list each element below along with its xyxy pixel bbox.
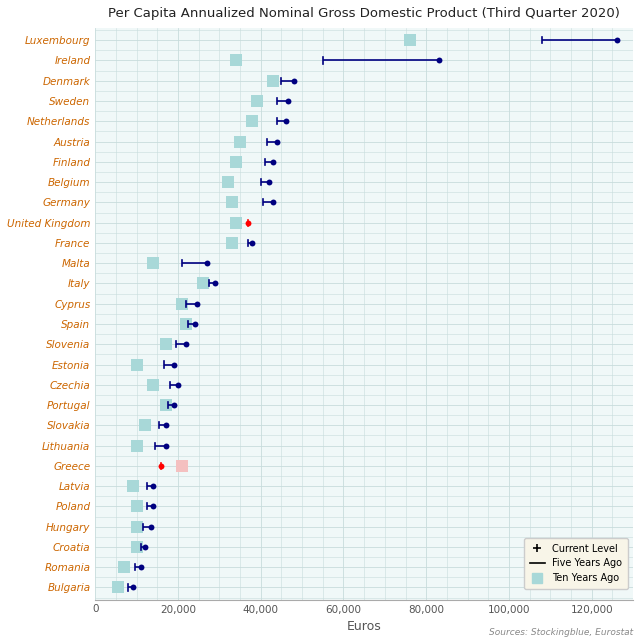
Point <box>113 582 123 593</box>
Point <box>282 96 292 106</box>
Point <box>156 461 166 471</box>
Point <box>161 440 171 451</box>
Title: Per Capita Annualized Nominal Gross Domestic Product (Third Quarter 2020): Per Capita Annualized Nominal Gross Dome… <box>108 7 620 20</box>
Point <box>181 339 191 349</box>
Point <box>252 96 262 106</box>
Point <box>127 582 138 593</box>
Point <box>148 501 158 511</box>
Point <box>119 562 129 572</box>
Point <box>177 461 188 471</box>
Point <box>148 380 158 390</box>
Point <box>132 522 142 532</box>
Point <box>161 339 171 349</box>
Point <box>202 258 212 268</box>
Text: Sources: Stockingblue, Eurostat: Sources: Stockingblue, Eurostat <box>490 628 634 637</box>
Point <box>235 136 245 147</box>
Point <box>191 299 202 309</box>
Point <box>611 35 621 45</box>
Point <box>268 76 278 86</box>
Point <box>210 278 220 289</box>
Point <box>264 177 274 188</box>
Point <box>132 440 142 451</box>
Point <box>272 136 282 147</box>
Point <box>231 218 241 228</box>
Point <box>169 360 179 370</box>
Point <box>404 35 415 45</box>
Point <box>227 238 237 248</box>
Point <box>132 360 142 370</box>
Point <box>140 542 150 552</box>
Point <box>177 299 188 309</box>
Point <box>227 197 237 207</box>
Point <box>161 400 171 410</box>
Point <box>243 218 253 228</box>
Point <box>132 542 142 552</box>
Point <box>289 76 299 86</box>
Point <box>127 481 138 492</box>
Point <box>169 400 179 410</box>
Point <box>198 278 208 289</box>
Point <box>173 380 183 390</box>
Point <box>136 562 146 572</box>
Point <box>148 481 158 492</box>
Point <box>248 116 258 127</box>
Point <box>268 157 278 167</box>
Point <box>148 258 158 268</box>
Point <box>268 197 278 207</box>
Point <box>132 501 142 511</box>
Point <box>248 238 258 248</box>
Point <box>181 319 191 329</box>
Point <box>280 116 291 127</box>
Legend: Current Level, Five Years Ago, Ten Years Ago: Current Level, Five Years Ago, Ten Years… <box>524 538 628 589</box>
X-axis label: Euros: Euros <box>347 620 381 633</box>
Point <box>189 319 200 329</box>
Point <box>161 420 171 431</box>
Point <box>146 522 156 532</box>
Point <box>140 420 150 431</box>
Point <box>231 56 241 66</box>
Point <box>223 177 233 188</box>
Point <box>433 56 444 66</box>
Point <box>231 157 241 167</box>
